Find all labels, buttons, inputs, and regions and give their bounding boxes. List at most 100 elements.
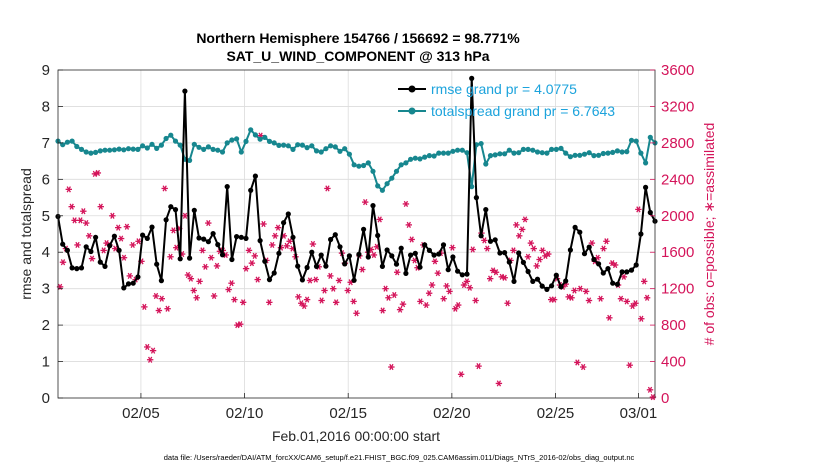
spread-point [318,149,324,155]
asterisk-stroke [86,232,92,239]
rmse-point [361,226,367,232]
assimilated-point [417,298,424,305]
rmse-point [426,247,432,253]
spread-point [356,163,362,169]
assimilated-point [158,295,165,302]
rmse-point [610,280,616,286]
assimilated-point [431,258,439,265]
asterisk-stroke [607,314,612,321]
assimilated-point [550,296,558,303]
assimilated-point [196,278,203,285]
asterisk-stroke [104,240,109,247]
assimilated-point [245,247,253,254]
x-tick-label: 02/25 [537,405,575,422]
rmse-point [313,263,320,269]
assimilated-point [536,256,543,263]
assimilated-point [460,281,468,289]
assimilated-point [577,285,584,292]
spread-point [398,162,404,168]
assimilated-point [379,307,386,314]
asterisk-stroke [505,300,510,307]
rmse-point [591,256,597,263]
rmse-point [154,261,160,267]
assimilated-point [225,286,232,293]
asterisk-stroke [270,241,275,249]
rmse-point [276,250,282,256]
y-left-tick-label: 5 [42,208,50,225]
asterisk-stroke [92,170,98,177]
asterisk-stroke [537,256,542,263]
asterisk-stroke [621,273,627,280]
asterisk-stroke [110,212,115,219]
assimilated-point [312,276,320,283]
asterisk-stroke [174,244,179,251]
asterisk-stroke [424,301,429,309]
assimilated-point [193,294,200,301]
y-right-tick-label: 2400 [661,171,694,188]
spread-point [69,138,75,144]
assimilated-point [228,280,235,287]
spread-point [375,183,381,189]
spread-point [290,146,296,152]
asterisk-stroke [150,347,156,354]
asterisk-stroke [246,247,252,254]
asterisk-stroke [531,245,536,252]
asterisk-stroke [191,287,196,294]
left-axis-ticks: 0 1 2 3 4 5 6 7 8 9 [42,62,63,407]
asterisk-stroke [522,216,528,223]
assimilated-point [603,238,610,245]
assimilated-point [623,298,630,305]
spread-point [478,141,484,147]
asterisk-stroke [275,224,281,231]
assimilated-point [446,288,453,295]
asterisk-stroke [168,253,173,260]
asterisk-stroke [458,371,464,378]
asterisk-stroke [429,281,435,289]
asterisk-stroke [386,294,391,301]
assimilated-point [309,240,317,248]
asterisk-stroke [98,203,103,210]
y-left-tick-label: 2 [42,317,50,334]
assimilated-point [402,200,410,208]
right-axis-ticks: 0 400 800 1200 1600 2000 2400 2800 3200 3600 [650,62,694,407]
spread-point [323,146,329,152]
rmse-point [144,235,150,241]
y-right-tick-label: 3200 [661,98,694,115]
assimilated-point [271,232,279,239]
asterisk-stroke [456,301,461,309]
assimilated-point [184,271,192,279]
asterisk-stroke [589,240,595,247]
spread-point [610,149,616,155]
assimilated-point [68,203,75,210]
spread-point [605,150,611,156]
asterisk-stroke [345,287,350,294]
assimilated-point [545,250,552,258]
rmse-point [97,259,103,265]
assimilated-point [452,305,459,312]
asterisk-stroke [432,258,438,265]
asterisk-stroke [601,245,606,252]
spread-point [163,135,169,142]
spread-point [111,147,117,153]
spread-point [158,142,164,148]
rmse-point [121,285,127,291]
assimilated-point [382,285,389,292]
asterisk-stroke [624,298,629,305]
assimilated-point [617,295,625,302]
assimilated-point [524,253,532,260]
asterisk-stroke [354,310,359,317]
rmse-point [219,252,226,258]
rmse-point [262,258,268,264]
legend-rmse-label: rmse grand pr = 4.0775 [431,81,577,97]
rmse-point [196,235,202,241]
asterisk-stroke [351,298,356,305]
rmse-point [83,244,89,250]
rmse-point [342,261,348,267]
assimilated-point [332,299,340,306]
assimilated-point [475,363,482,370]
assimilated-point [210,292,218,300]
rmse-point [102,263,108,269]
asterisk-stroke [136,238,141,245]
spread-point [229,137,235,143]
asterisk-stroke [328,272,333,280]
